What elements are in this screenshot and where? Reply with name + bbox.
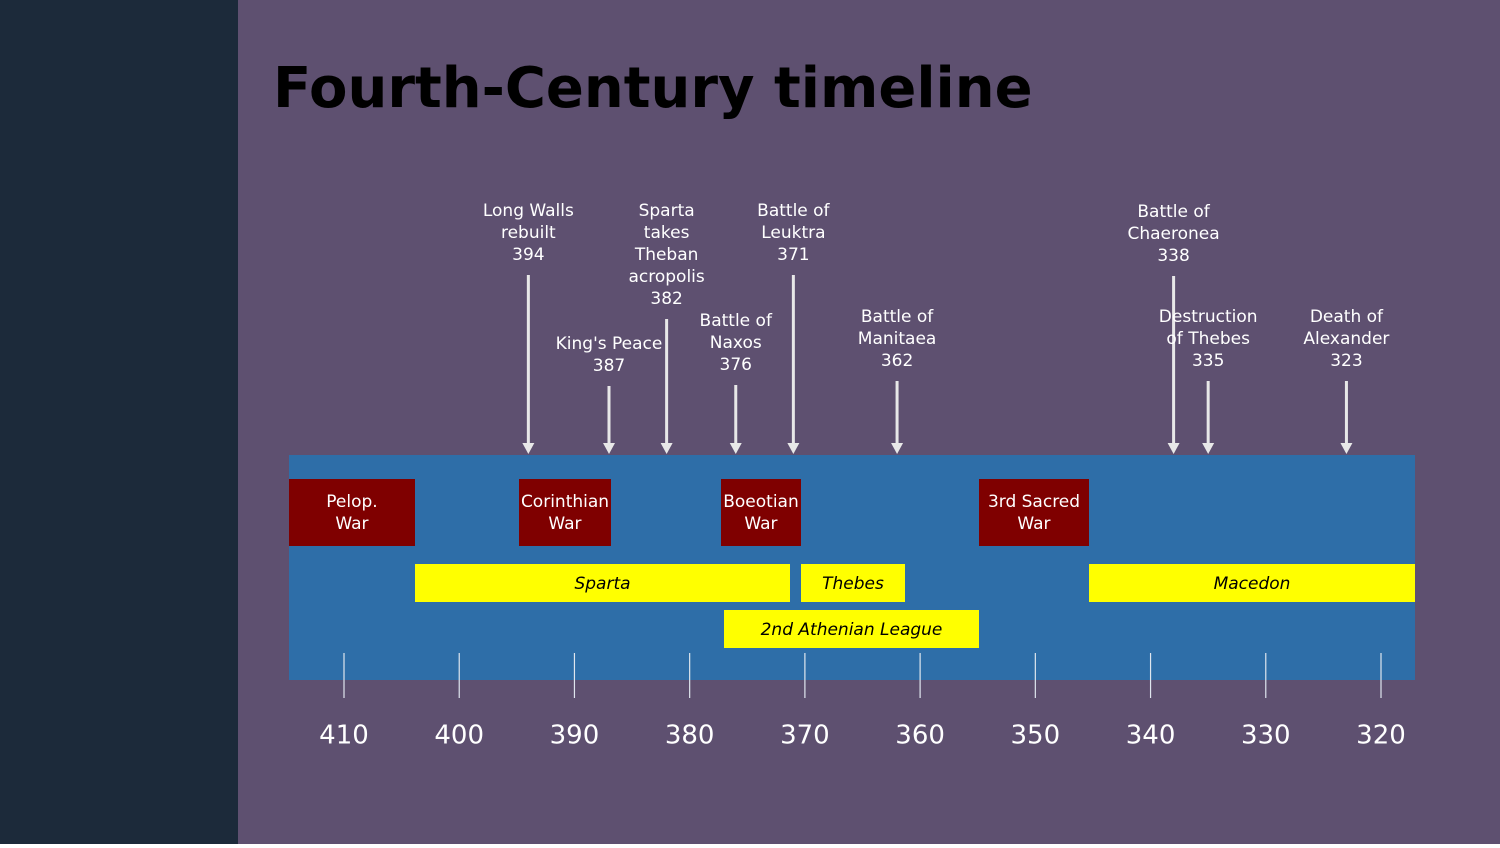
arrow-head <box>891 443 904 454</box>
event-label: Destruction <box>1159 307 1258 327</box>
event-label: Chaeronea <box>1127 224 1219 244</box>
event-year: 387 <box>593 356 625 376</box>
war-label: War <box>1017 514 1050 534</box>
period-label: Sparta <box>574 574 630 594</box>
war-label: Boeotian <box>723 492 799 512</box>
war-label: War <box>744 514 777 534</box>
event-label: Theban <box>634 245 699 265</box>
period-bar <box>724 610 979 648</box>
tick-label: 370 <box>780 721 830 751</box>
tick-label: 380 <box>665 721 715 751</box>
event-label: Alexander <box>1303 329 1389 349</box>
arrow-head <box>1202 443 1215 454</box>
arrow-head <box>660 443 673 454</box>
period-label: Macedon <box>1214 574 1291 594</box>
event-label: Battle of <box>861 307 934 327</box>
event-label: of Thebes <box>1166 329 1250 349</box>
event-label: rebuilt <box>501 223 556 243</box>
event-year: 338 <box>1157 246 1189 266</box>
event-year: 394 <box>512 245 544 265</box>
event-label: Battle of <box>757 201 830 221</box>
war-box <box>979 479 1089 546</box>
tick-label: 350 <box>1011 721 1061 751</box>
tick-label: 400 <box>434 721 484 751</box>
event-year: 376 <box>720 355 752 375</box>
event-label: Manitaea <box>858 329 937 349</box>
arrow-head <box>1340 443 1353 454</box>
arrow-head <box>522 443 535 454</box>
war-box <box>289 479 415 546</box>
event-year: 382 <box>650 289 682 309</box>
war-box <box>721 479 801 546</box>
war-label: 3rd Sacred <box>988 492 1080 512</box>
event-label: Sparta <box>639 201 695 221</box>
tick-label: 390 <box>550 721 600 751</box>
arrow-head <box>729 443 742 454</box>
war-box <box>519 479 611 546</box>
event-label: acropolis <box>628 267 704 287</box>
event-label: Long Walls <box>483 201 574 221</box>
war-label: Pelop. <box>326 492 377 512</box>
tick-label: 360 <box>895 721 945 751</box>
event-label: King's Peace <box>556 334 663 354</box>
period-bar <box>415 564 790 602</box>
period-label: Thebes <box>822 574 884 594</box>
event-label: Death of <box>1310 307 1384 327</box>
event-year: 335 <box>1192 351 1224 371</box>
event-label: Battle of <box>1137 202 1210 222</box>
period-label: 2nd Athenian League <box>761 620 943 640</box>
event-label: takes <box>644 223 690 243</box>
war-label: War <box>548 514 581 534</box>
arrow-head <box>1167 443 1180 454</box>
event-label: Leuktra <box>761 223 825 243</box>
event-label: Naxos <box>710 333 762 353</box>
side-strip <box>0 0 238 844</box>
arrow-head <box>603 443 616 454</box>
war-label: War <box>335 514 368 534</box>
tick-label: 340 <box>1126 721 1176 751</box>
event-year: 362 <box>881 351 913 371</box>
title: Fourth-Century timeline <box>273 56 1033 121</box>
period-bar <box>1089 564 1415 602</box>
tick-label: 330 <box>1241 721 1291 751</box>
period-bar <box>801 564 905 602</box>
war-label: Corinthian <box>521 492 609 512</box>
event-year: 371 <box>777 245 809 265</box>
tick-label: 410 <box>319 721 369 751</box>
arrow-head <box>787 443 800 454</box>
event-label: Battle of <box>700 311 773 331</box>
event-year: 323 <box>1330 351 1362 371</box>
tick-label: 320 <box>1356 721 1406 751</box>
